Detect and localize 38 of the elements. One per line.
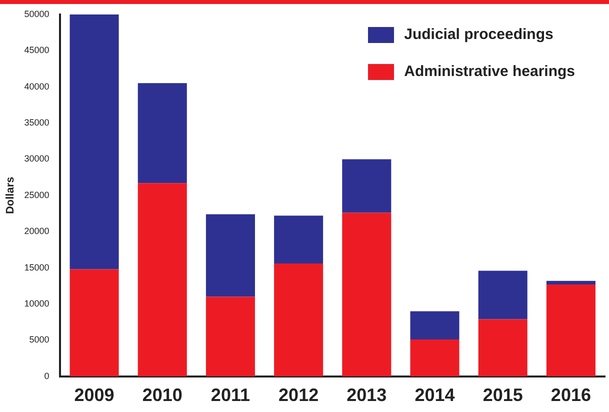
x-tick-label: 2013 <box>346 385 387 406</box>
y-tick-label: 45000 <box>24 45 50 56</box>
bar <box>546 284 596 376</box>
y-axis-title: Dollars <box>4 176 17 214</box>
bar <box>70 14 119 270</box>
bar <box>206 296 255 376</box>
legend-label: Judicial proceedings <box>404 26 554 44</box>
y-tick-label: 15000 <box>24 262 50 272</box>
bar <box>342 212 392 376</box>
x-tick-label: 2014 <box>414 385 455 406</box>
bar <box>70 269 119 376</box>
bar <box>478 319 528 376</box>
y-tick-label: 30000 <box>24 154 50 164</box>
bar <box>274 216 324 264</box>
bar <box>410 311 460 340</box>
bar <box>138 83 187 184</box>
bar <box>546 280 596 284</box>
y-tick-label: 50000 <box>24 8 50 19</box>
y-tick-label: 25000 <box>24 190 50 200</box>
legend-label: Administrative hearings <box>404 63 575 80</box>
bar <box>206 214 255 297</box>
y-tick-label: 20000 <box>24 226 50 236</box>
y-tick-label: 35000 <box>24 117 50 128</box>
y-tick-label: 5000 <box>29 334 50 345</box>
x-tick-label: 2012 <box>278 385 319 406</box>
bar <box>138 183 187 376</box>
x-tick-label: 2015 <box>482 385 523 406</box>
y-tick-label: 0 <box>44 370 50 381</box>
bar <box>274 263 324 376</box>
y-tick-label: 40000 <box>24 81 50 92</box>
x-tick-label: 2009 <box>74 385 114 406</box>
bar <box>342 159 392 213</box>
bar <box>410 339 460 376</box>
x-tick-label: 2011 <box>210 385 250 406</box>
y-tick-label: 10000 <box>24 298 50 308</box>
bar <box>478 270 528 320</box>
x-tick-label: 2010 <box>142 385 182 406</box>
x-tick-label: 2016 <box>550 385 591 406</box>
